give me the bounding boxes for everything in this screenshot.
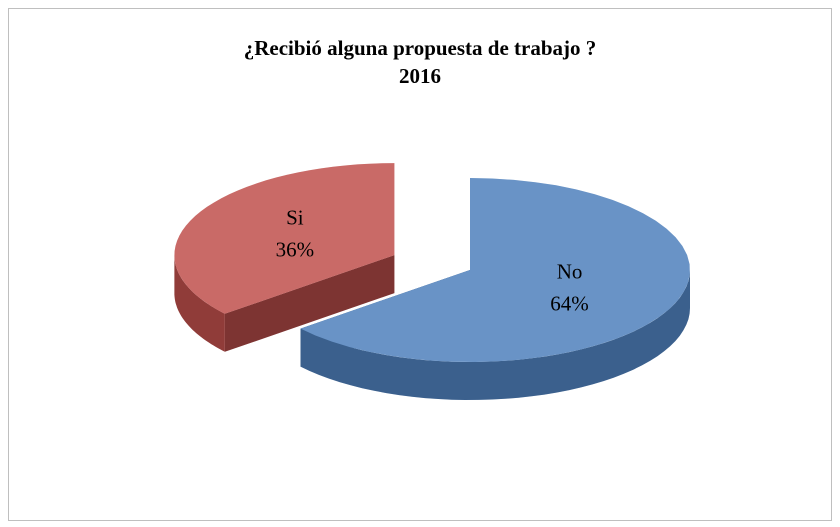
slice-highlight	[300, 178, 690, 362]
slice-side	[300, 270, 690, 400]
slice	[174, 163, 395, 314]
chart-border	[8, 8, 832, 521]
slice-value-label: 64%	[550, 291, 589, 315]
slice-side-shade	[300, 270, 690, 400]
slice-value-label: 36%	[276, 237, 315, 261]
slice-highlight	[174, 163, 395, 314]
slice-category-label: Si	[286, 205, 304, 229]
slice-cut-face	[224, 255, 395, 352]
slice-cut-face-shade	[224, 255, 395, 352]
chart-title: ¿Recibió alguna propuesta de trabajo ?	[244, 36, 597, 60]
slice-side-shade	[174, 255, 225, 352]
slice-category-label: No	[557, 259, 583, 283]
slice	[300, 178, 690, 362]
slice-side	[174, 255, 225, 352]
chart-subtitle: 2016	[399, 64, 441, 88]
